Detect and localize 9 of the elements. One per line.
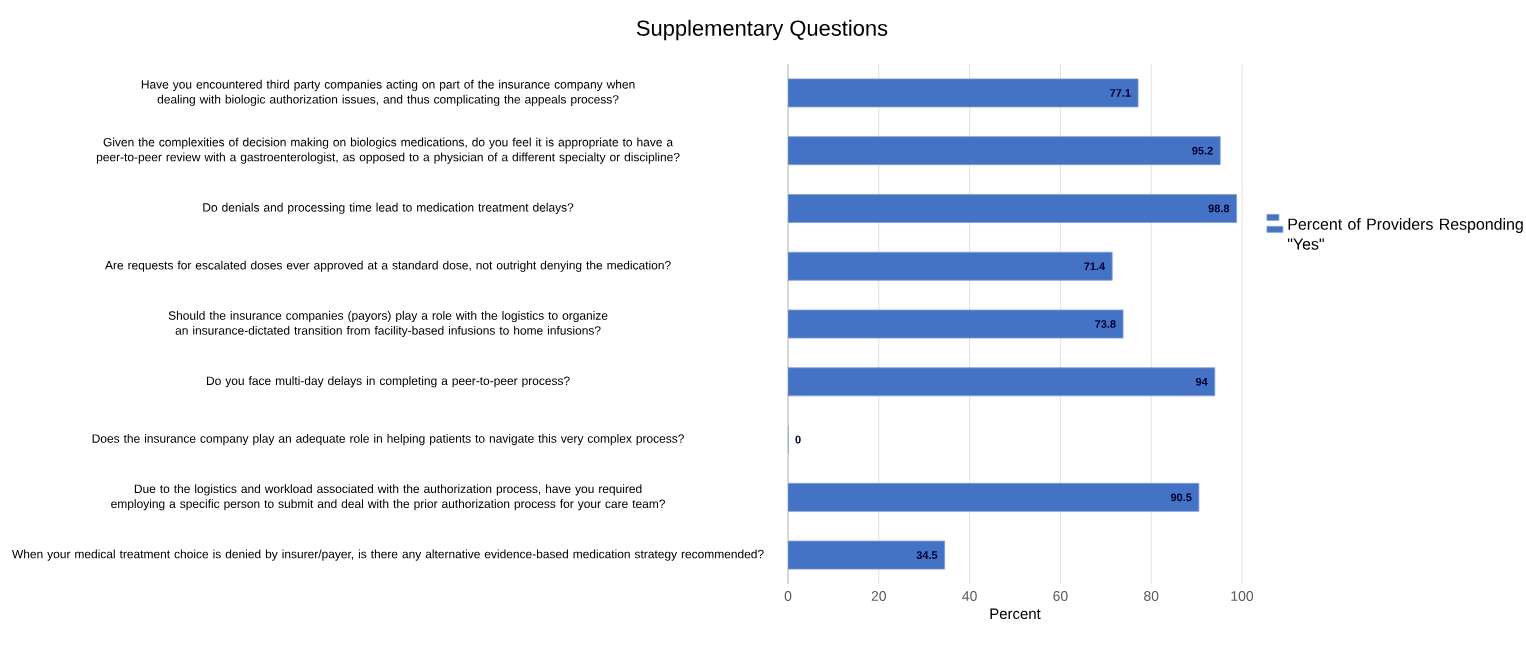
- bar: [788, 251, 1113, 281]
- bar: [788, 194, 1237, 223]
- bar: [788, 482, 1200, 512]
- bar: [788, 136, 1221, 166]
- chart-title: Supplementary Questions: [636, 19, 888, 41]
- bar: [788, 78, 1139, 108]
- bar: [788, 540, 946, 570]
- bar: [788, 309, 1124, 339]
- bar: [788, 367, 1216, 397]
